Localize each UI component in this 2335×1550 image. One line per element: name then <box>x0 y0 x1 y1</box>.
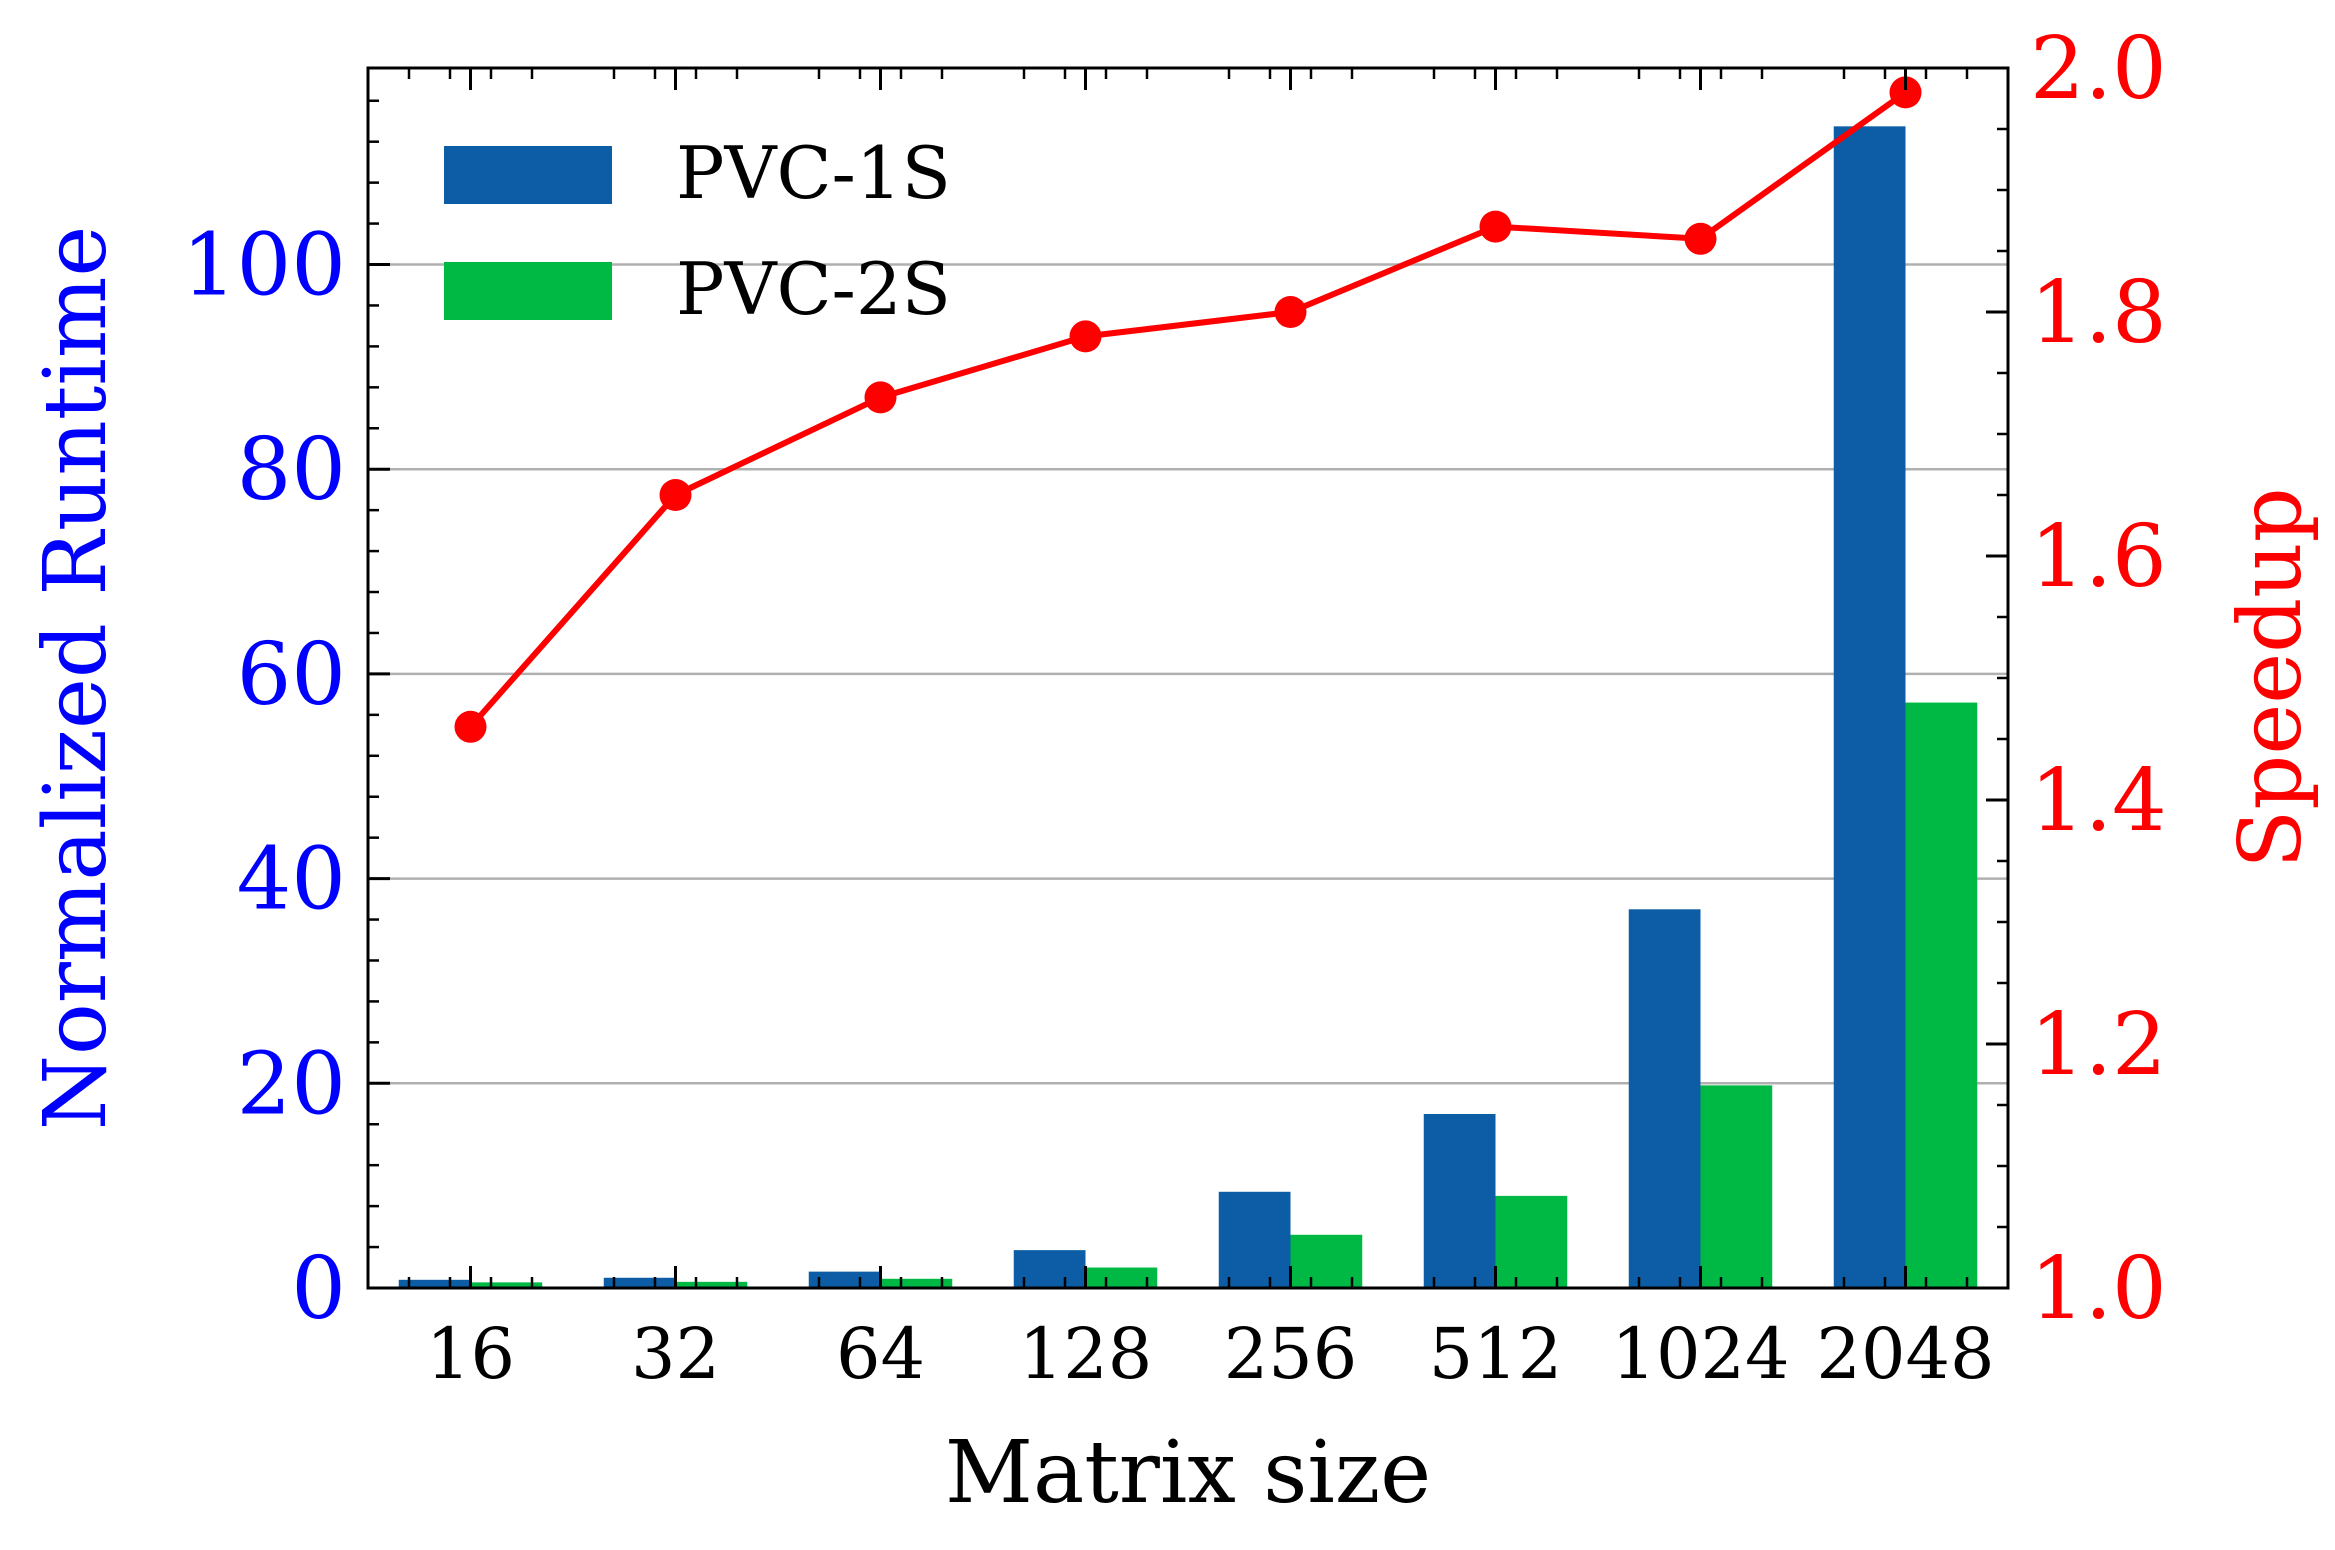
bar-pvc-1s-1024 <box>1628 909 1701 1288</box>
x-tick-label: 512 <box>1429 1313 1563 1395</box>
speedup-point-256 <box>1274 296 1307 328</box>
y2-tick-label: 1.8 <box>2030 263 2167 363</box>
x-axis-label: Matrix size <box>945 1423 1431 1523</box>
tick-labels: 0 20 40 60 80 100 1.0 1.2 1.4 1.6 1.8 2.0 16 32 64 128 2… <box>182 19 2167 1395</box>
x-tick-label: 1024 <box>1611 1313 1789 1395</box>
y2-tick-label: 1.4 <box>2030 751 2167 851</box>
y-tick-label: 60 <box>237 625 346 725</box>
bar-pvc-1s-64 <box>808 1271 881 1288</box>
bar-pvc-1s-512 <box>1423 1114 1496 1288</box>
speedup-point-128 <box>1069 320 1102 353</box>
legend-swatch-pvc-2s <box>444 262 612 320</box>
x-tick-label: 64 <box>836 1313 925 1395</box>
bar-pvc-2s-512 <box>1495 1195 1568 1288</box>
bar-pvc-2s-256 <box>1290 1234 1363 1288</box>
bar-pvc-2s-16 <box>470 1282 543 1288</box>
y-tick-label: 20 <box>237 1034 346 1134</box>
speedup-point-32 <box>659 479 692 511</box>
y2-tick-label: 1.6 <box>2030 507 2167 607</box>
speedup-point-16 <box>454 710 487 743</box>
legend: PVC-1S PVC-2S <box>444 131 951 331</box>
speedup-point-2048 <box>1889 76 1922 109</box>
bar-pvc-2s-128 <box>1085 1267 1158 1288</box>
legend-label-pvc-2s: PVC-2S <box>676 247 951 331</box>
bar-pvc-2s-64 <box>880 1278 953 1288</box>
speedup-series <box>454 76 1922 743</box>
speedup-point-1024 <box>1684 222 1717 255</box>
y2-tick-label: 1.2 <box>2030 995 2167 1095</box>
bar-pvc-1s-128 <box>1013 1250 1086 1288</box>
bar-pvc-1s-32 <box>603 1277 676 1288</box>
bar-pvc-1s-2048 <box>1833 126 1906 1289</box>
tick-marks <box>368 66 2008 1290</box>
y-axis-label: Normalized Runtime <box>26 226 126 1131</box>
y2-axis-label: Speedup <box>2221 487 2321 868</box>
y-tick-label: 100 <box>182 216 346 316</box>
bar-pvc-1s-16 <box>398 1279 471 1288</box>
legend-swatch-pvc-1s <box>444 146 612 204</box>
y-tick-label: 40 <box>237 830 346 930</box>
bar-pvc-1s-256 <box>1218 1191 1291 1288</box>
speedup-point-512 <box>1479 210 1512 243</box>
y-tick-label: 0 <box>291 1239 346 1339</box>
speedup-point-64 <box>864 381 897 414</box>
legend-label-pvc-1s: PVC-1S <box>676 131 951 215</box>
x-tick-label: 128 <box>1019 1313 1153 1395</box>
x-tick-label: 2048 <box>1816 1313 1994 1395</box>
bar-pvc-2s-2048 <box>1905 702 1978 1288</box>
gridlines <box>368 263 2008 1085</box>
bar-pvc-2s-32 <box>675 1281 748 1288</box>
bars <box>398 126 1978 1289</box>
y2-tick-label: 1.0 <box>2030 1239 2167 1339</box>
y2-tick-label: 2.0 <box>2030 19 2167 119</box>
x-tick-label: 256 <box>1224 1313 1358 1395</box>
x-tick-label: 32 <box>631 1313 720 1395</box>
y-tick-label: 80 <box>237 420 346 520</box>
bar-pvc-2s-1024 <box>1700 1085 1773 1288</box>
x-tick-label: 16 <box>426 1313 515 1395</box>
speedup-line <box>468 89 1908 729</box>
